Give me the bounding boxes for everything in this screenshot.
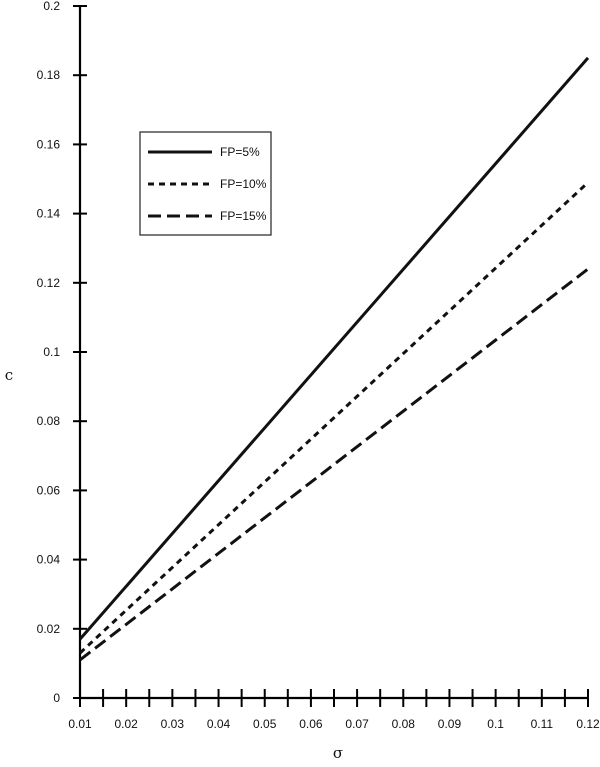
x-tick-label: 0.01 — [68, 717, 92, 731]
y-tick-label: 0.04 — [37, 553, 61, 567]
legend-entry-1: FP=5% — [220, 145, 260, 159]
y-axis-ticks: 0 0.02 0.04 0.06 0.08 0.1 0.12 0.14 0.16 0.18 0.2 — [37, 0, 87, 705]
series-line-1 — [78, 56, 590, 641]
x-tick-label: 0.02 — [115, 717, 139, 731]
x-tick-label: 0.09 — [438, 717, 462, 731]
y-axis-label: c — [5, 366, 13, 384]
y-tick-label: 0.06 — [37, 483, 61, 497]
axes — [78, 6, 588, 700]
y-tick-label: 0.02 — [37, 622, 61, 636]
y-tick-label: 0.16 — [37, 137, 61, 151]
y-tick-label: 0.18 — [37, 68, 61, 82]
x-tick-label: 0.07 — [345, 717, 369, 731]
legend: FP=5% FP=10% FP=15% — [139, 131, 272, 236]
x-tick-label: 0.08 — [392, 717, 416, 731]
x-axis-ticks: 0.01 0.02 0.03 0.04 0.05 0.06 0.07 0.08 0.09 0.1 0… — [68, 689, 600, 731]
y-tick-label: 0.14 — [37, 207, 61, 221]
series-line-3 — [79, 267, 589, 662]
y-tick-label: 0.12 — [37, 276, 61, 290]
y-tick-label: 0 — [53, 691, 60, 705]
x-tick-label: 0.04 — [207, 717, 231, 731]
x-tick-label: 0.12 — [576, 717, 600, 731]
legend-entry-3: FP=15% — [220, 209, 267, 223]
x-tick-label: 0.03 — [161, 717, 185, 731]
y-tick-label: 0.2 — [43, 0, 60, 13]
y-tick-label: 0.08 — [37, 414, 61, 428]
y-tick-label: 0.1 — [43, 345, 60, 359]
series-line-2 — [78, 181, 590, 655]
x-axis-label: σ — [333, 744, 343, 762]
x-tick-label: 0.1 — [487, 717, 504, 731]
x-tick-label: 0.11 — [531, 717, 554, 731]
x-tick-label: 0.05 — [253, 717, 277, 731]
x-tick-label: 0.06 — [299, 717, 323, 731]
legend-entry-2: FP=10% — [220, 177, 267, 191]
series-lines — [78, 56, 590, 662]
